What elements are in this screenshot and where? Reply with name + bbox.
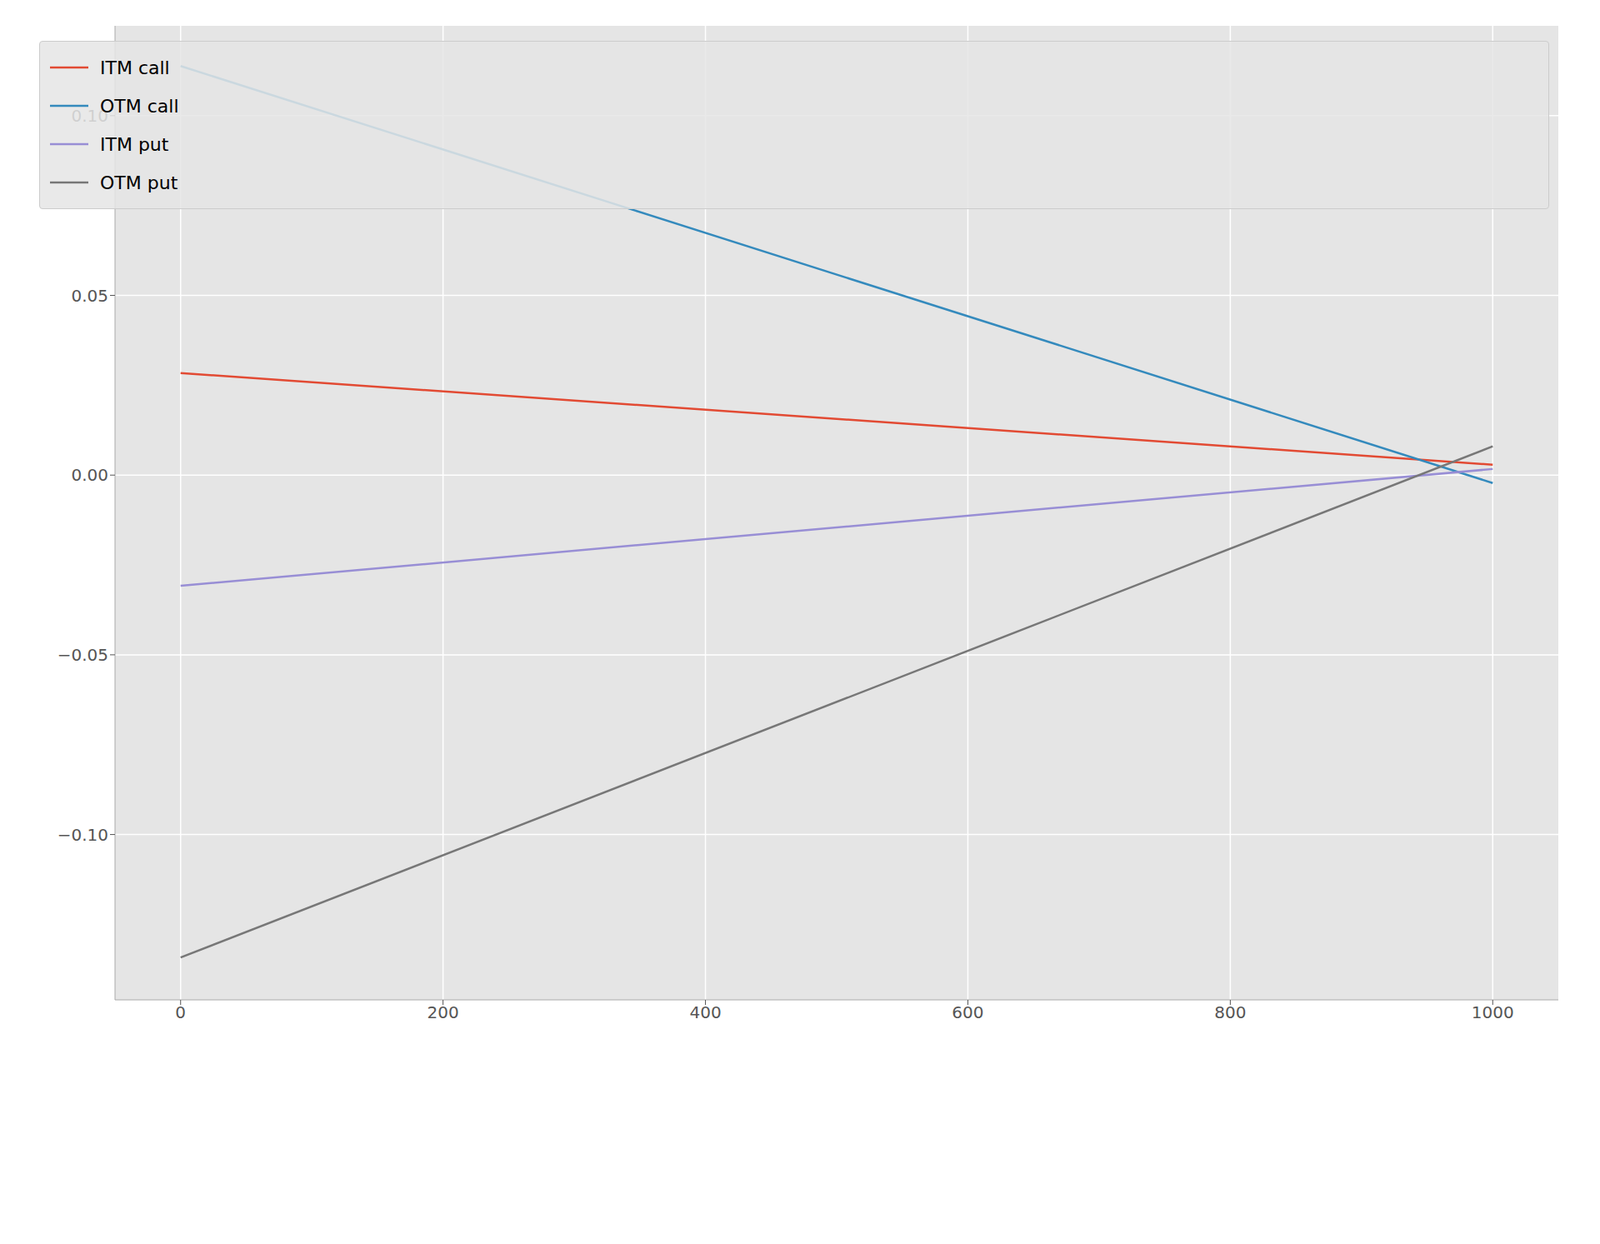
svg-text:−0.10: −0.10 (57, 825, 109, 845)
svg-text:0: 0 (175, 1002, 186, 1023)
svg-text:0.00: 0.00 (70, 465, 109, 485)
svg-text:200: 200 (427, 1002, 460, 1023)
svg-text:−0.05: −0.05 (57, 645, 109, 665)
html-text:OTM call: OTM call (100, 95, 179, 117)
svg-text:0.10: 0.10 (70, 105, 109, 126)
svg-text:800: 800 (1214, 1002, 1246, 1023)
html-text:ITM put: ITM put (100, 133, 169, 155)
html-text:ITM call: ITM call (100, 57, 170, 78)
svg-text:600: 600 (951, 1002, 984, 1023)
svg-text:0.05: 0.05 (70, 285, 109, 306)
svg-text:400: 400 (689, 1002, 721, 1023)
html-text:OTM put: OTM put (100, 172, 178, 193)
svg-text:1000: 1000 (1471, 1002, 1515, 1023)
